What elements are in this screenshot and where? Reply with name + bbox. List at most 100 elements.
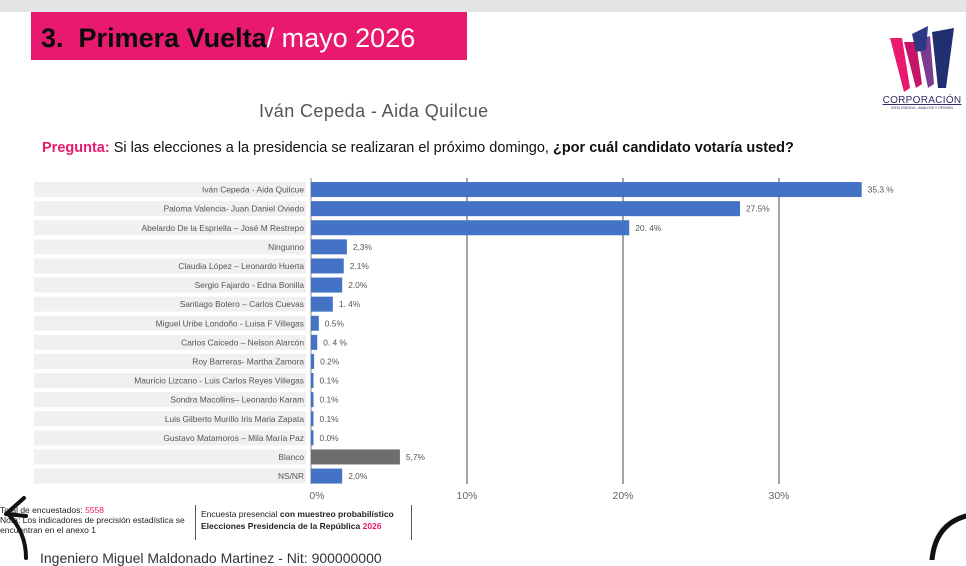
title-rest: / mayo 2026 [266, 23, 416, 53]
category-label: Sondra Macollins– Leonardo Karam [170, 395, 304, 405]
data-label: 0.2% [320, 356, 340, 366]
category-label-bg [34, 449, 306, 465]
data-label: 20. 4% [635, 223, 662, 233]
category-label-bg [34, 353, 306, 369]
methodology-note: Encuesta presencial con muestreo probabi… [201, 508, 394, 532]
bar [311, 373, 314, 389]
category-label-bg [34, 258, 306, 274]
survey-question: Pregunta: Si las elecciones a la preside… [42, 138, 810, 158]
category-label-bg [34, 430, 306, 446]
category-label-bg [34, 220, 306, 236]
category-label: NS/NR [278, 471, 304, 481]
election-year: 2026 [362, 521, 382, 531]
category-label-bg [34, 239, 306, 255]
data-label: 0.1% [320, 376, 340, 386]
method-bold: con muestreo probabilístico [279, 509, 394, 519]
method-line: Encuesta presencial con muestreo probabi… [201, 508, 394, 520]
data-label: 0.1% [320, 395, 340, 405]
category-label-bg [34, 182, 306, 198]
category-label: Sergio Fajardo - Edna Bonilla [195, 280, 305, 290]
data-label: 0. 4 % [323, 337, 347, 347]
x-tick-label: 30% [768, 490, 789, 502]
category-label: Claudia López – Leonardo Huerta [178, 261, 304, 271]
data-label: 0.0% [320, 433, 340, 443]
data-label: 1. 4% [339, 299, 361, 309]
title-bold: Primera Vuelta [78, 23, 267, 53]
title-number: 3. [41, 23, 64, 53]
footer-separator-right [411, 505, 412, 540]
category-label-bg [34, 468, 306, 484]
question-bold: ¿por cuál candidato votaría usted? [552, 140, 794, 156]
category-label: Santiago Botero – Carlos Cuevas [180, 299, 304, 309]
page-title: 3. Primera Vuelta/ mayo 2026 [41, 22, 415, 54]
bar [311, 430, 314, 446]
question-label: Pregunta: [42, 140, 110, 156]
x-tick-label: 0% [309, 490, 324, 502]
data-label: 2.1% [350, 261, 370, 271]
question-text: Si las elecciones a la presidencia se re… [113, 140, 549, 156]
note-line-1: Nota: Los indicadores de precisión estad… [0, 515, 185, 525]
bar [311, 449, 400, 465]
footer-separator-left [195, 505, 196, 540]
data-label: 2,3% [353, 242, 373, 252]
logo-subcaption: INTELIGENCIA - ANÁLISIS Y OPINIÓN [891, 106, 953, 110]
bar [311, 334, 318, 350]
bar [311, 201, 740, 217]
data-label: 2,0% [348, 471, 368, 481]
corporacion-logo-icon [890, 26, 954, 92]
bar [311, 258, 344, 274]
category-label: Gustavo Matamoros – Mila María Paz [163, 433, 304, 443]
category-label-bg [34, 392, 306, 408]
election-line: Elecciones Presidencia de la República 2… [201, 520, 394, 532]
category-label: Abelardo De la Espriella – José M Restre… [142, 223, 305, 233]
footer-notes: Total de encuestados: 5558 Nota: Los ind… [0, 505, 185, 535]
forward-arrow-icon[interactable] [922, 508, 966, 560]
logo-caption: CORPORACIÓN [882, 95, 962, 106]
category-label: Carlos Caicedo – Nelson Alarcón [181, 337, 304, 347]
category-label: Iván Cepeda - Aida Quilcue [202, 185, 304, 195]
data-label: 2.0% [348, 280, 368, 290]
category-label: Miguel Uribe Londoño - Luisa F Villegas [156, 318, 304, 328]
sample-size: Total de encuestados: 5558 [0, 505, 185, 515]
bar [311, 220, 630, 236]
bar [311, 411, 314, 427]
x-tick-label: 20% [612, 490, 633, 502]
x-tick-label: 10% [456, 490, 477, 502]
bar [311, 468, 343, 484]
category-label: Mauricio Lizcano - Luis Carlos Reyes Vil… [134, 376, 304, 386]
category-label: Luis Gilberto Murillo Iris Maria Zapata [165, 414, 305, 424]
bar [311, 182, 862, 198]
sample-label: Total de encuestados: [0, 505, 83, 515]
top-bar [0, 0, 966, 12]
bar-chart: 0% 10% 20% 30% Iván Cepeda - Aida Quilcue 35,… [34, 178, 894, 502]
category-label-bg [34, 315, 306, 331]
data-label: 27.5% [746, 204, 770, 214]
bar [311, 353, 315, 369]
bar [311, 277, 343, 293]
category-label-bg [34, 277, 306, 293]
category-label-bg [34, 373, 306, 389]
category-label-bg [34, 201, 306, 217]
footer-bottom-text: Ingeniero Miguel Maldonado Martinez - Ni… [40, 550, 382, 566]
category-label-bg [34, 411, 306, 427]
method-plain: Encuesta presencial [201, 509, 278, 519]
back-arrow-icon[interactable] [0, 492, 48, 560]
note-line-2: encuentran en el anexo 1 [0, 525, 96, 535]
data-label: 0.5% [325, 318, 345, 328]
bar [311, 296, 333, 312]
election-text: Elecciones Presidencia de la República [201, 521, 361, 531]
category-label: Blanco [278, 452, 304, 462]
sample-value: 5558 [85, 505, 104, 515]
bar [311, 239, 347, 255]
bar [311, 392, 314, 408]
title-banner: 3. Primera Vuelta/ mayo 2026 [31, 12, 467, 60]
bar [311, 315, 319, 331]
data-label: 5,7% [406, 452, 426, 462]
category-label: Paloma Valencia- Juan Daniel Oviedo [164, 204, 305, 214]
category-label-bg [34, 296, 306, 312]
category-label: Roy Barreras- Martha Zamora [192, 356, 304, 366]
data-label: 0.1% [320, 414, 340, 424]
chart-subtitle: Iván Cepeda - Aida Quilcue [259, 101, 489, 121]
category-label-bg [34, 334, 306, 350]
category-label: Ningunno [268, 242, 304, 252]
